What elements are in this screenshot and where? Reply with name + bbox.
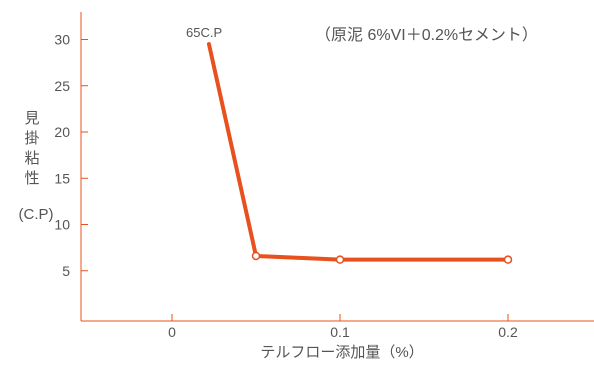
series-layer — [206, 42, 513, 264]
x-tick-label: 0.1 — [330, 324, 350, 340]
y-tick-label: 5 — [62, 263, 70, 279]
plot-area — [80, 12, 594, 322]
y-axis-unit: (C.P) — [19, 206, 54, 223]
y-tick-label: 15 — [54, 170, 70, 186]
data-point — [335, 255, 345, 264]
y-tick-label: 25 — [54, 78, 70, 94]
y-axis-ticks: 5 10 15 20 25 30 — [54, 32, 88, 279]
chart-note: （原泥 6%VI＋0.2%セメント） — [315, 26, 538, 44]
x-axis-ticks: 0 0.1 0.2 — [168, 314, 518, 340]
y-tick-label: 10 — [54, 217, 70, 233]
series-line — [254, 253, 510, 262]
data-point — [503, 255, 513, 264]
x-axis-label: テルフロー添加量（%） — [260, 344, 423, 361]
y-axis-label-char-4: 性 — [24, 170, 39, 187]
y-axis-label-char-2: 掛 — [24, 130, 39, 147]
x-tick-label: 0.2 — [498, 324, 518, 340]
x-tick-label: 0 — [168, 324, 176, 340]
y-tick-label: 30 — [54, 32, 70, 48]
y-axis-label-char-3: 粘 — [24, 150, 39, 167]
y-axis-label-char-1: 見 — [24, 110, 39, 127]
data-point — [251, 251, 261, 261]
y-tick-label: 20 — [54, 124, 70, 140]
peak-annotation: 65C.P — [186, 25, 222, 40]
y-axis-label: 見 掛 粘 性 (C.P) — [19, 110, 54, 223]
series-lead-in-line — [206, 42, 258, 258]
